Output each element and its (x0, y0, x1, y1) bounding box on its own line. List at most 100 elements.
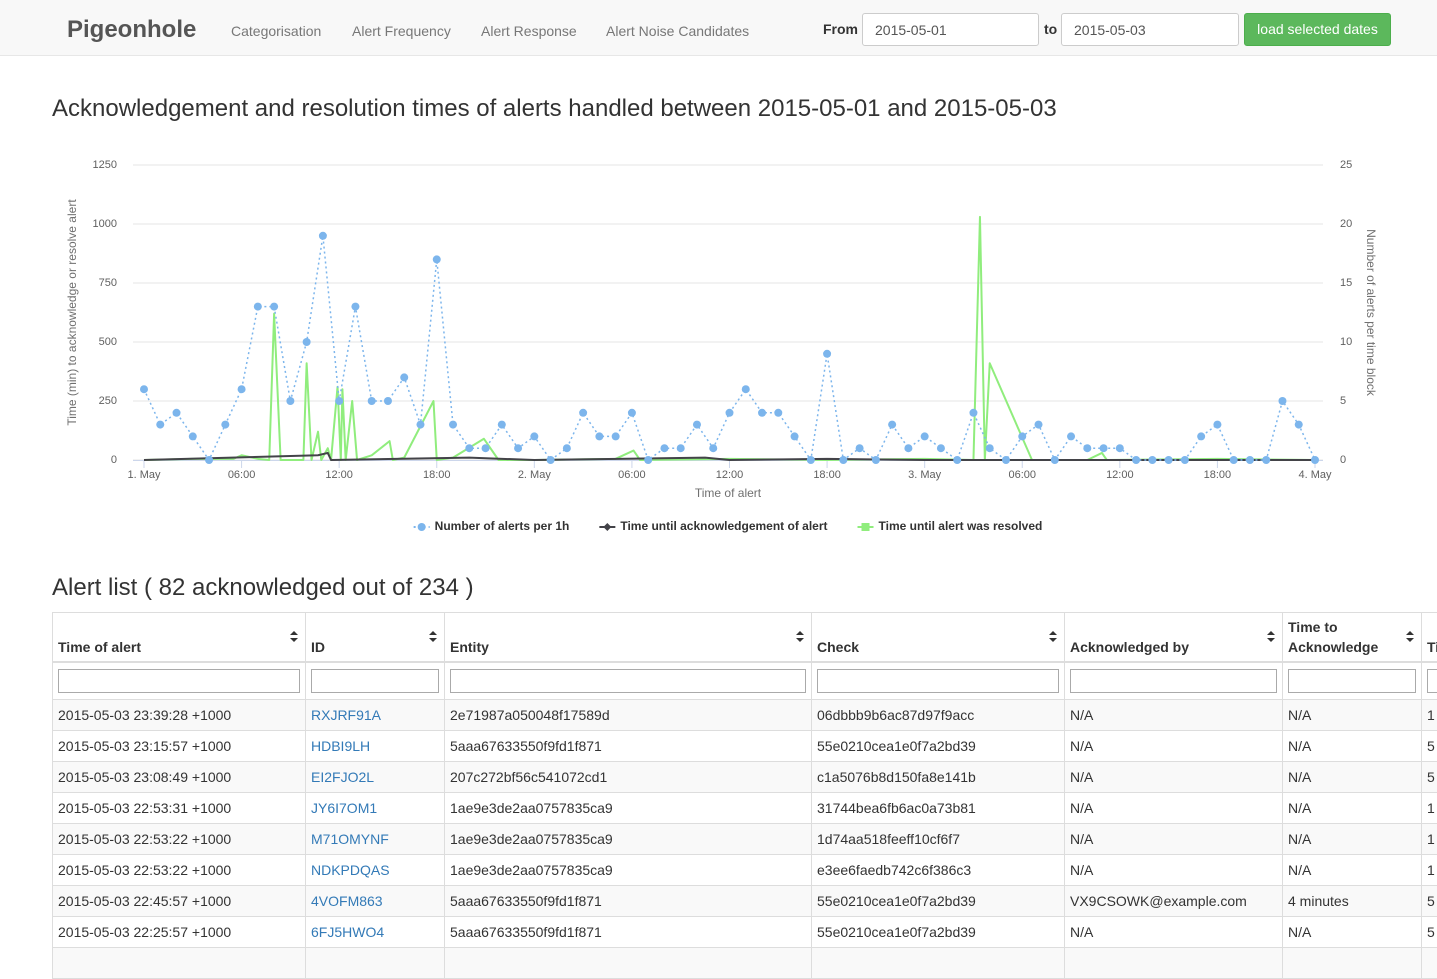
page: Pigeonhole Categorisation Alert Frequenc… (0, 0, 1437, 954)
legend-item[interactable]: Time until acknowledgement of alert (599, 519, 827, 533)
data-point (498, 421, 506, 429)
nav-link[interactable]: Alert Frequency (352, 23, 451, 39)
load-button[interactable]: load selected dates (1244, 13, 1391, 46)
table-cell: 55e0210cea1e0f7a2bd39 (812, 917, 1065, 948)
data-point (1083, 444, 1091, 452)
data-point (660, 444, 668, 452)
data-point (839, 456, 847, 464)
legend-item[interactable]: Time until alert was resolved (858, 519, 1043, 533)
x-tick-label: 3. May (908, 469, 942, 481)
filter-input[interactable] (58, 669, 300, 693)
data-point (888, 421, 896, 429)
legend-symbol (603, 523, 611, 531)
data-point (1148, 456, 1156, 464)
table-cell: 1ae9e3de2aa0757835ca9 (445, 855, 812, 886)
data-point (969, 409, 977, 417)
column-header[interactable]: Check (812, 613, 1065, 663)
data-point (1051, 456, 1059, 464)
table-cell (1283, 948, 1422, 979)
data-point (953, 456, 961, 464)
table-cell: c1a5076b8d150fa8e141b (812, 762, 1065, 793)
nav-link[interactable]: Alert Response (481, 23, 577, 39)
alert-id-link[interactable]: NDKPDQAS (311, 862, 390, 878)
data-point (433, 255, 441, 263)
column-header[interactable]: Time to Resolve (1422, 613, 1437, 663)
table-cell: M71OMYNF (306, 824, 445, 855)
data-point (351, 303, 359, 311)
alert-id-link[interactable]: HDBI9LH (311, 738, 370, 754)
filter-cell (1283, 662, 1422, 700)
table-cell: 31744bea6fb6ac0a73b81 (812, 793, 1065, 824)
from-input[interactable]: 2015-05-01 (862, 13, 1039, 46)
data-point (774, 409, 782, 417)
table-cell: 2015-05-03 22:25:57 +1000 (53, 917, 306, 948)
data-point (1213, 421, 1221, 429)
nav-link[interactable]: Alert Noise Candidates (606, 23, 749, 39)
filter-input[interactable] (1070, 669, 1277, 693)
alert-id-link[interactable]: EI2FJO2L (311, 769, 374, 785)
legend-item[interactable]: Number of alerts per 1h (414, 519, 570, 533)
filter-cell (445, 662, 812, 700)
column-header[interactable]: Acknowledged by (1065, 613, 1283, 663)
alert-id-link[interactable]: RXJRF91A (311, 707, 381, 723)
x-tick-label: 4. May (1298, 469, 1332, 481)
data-point (791, 432, 799, 440)
data-point (709, 444, 717, 452)
filter-input[interactable] (450, 669, 806, 693)
data-point (1197, 432, 1205, 440)
table-cell: 2015-05-03 23:39:28 +1000 (53, 700, 306, 731)
table-cell: N/A (1065, 700, 1283, 731)
data-point (1035, 421, 1043, 429)
alert-id-link[interactable]: 6FJ5HWO4 (311, 924, 384, 940)
nav-link[interactable]: Categorisation (231, 23, 321, 39)
filter-cell (1065, 662, 1283, 700)
table-cell: N/A (1283, 824, 1422, 855)
data-point (1262, 456, 1270, 464)
to-input[interactable]: 2015-05-03 (1061, 13, 1239, 46)
data-point (368, 397, 376, 405)
column-header[interactable]: ID (306, 613, 445, 663)
data-point (1246, 456, 1254, 464)
table-cell: 1 minute (1422, 700, 1437, 731)
table-cell (306, 948, 445, 979)
table-cell (812, 948, 1065, 979)
table-cell: JY6I7OM1 (306, 793, 445, 824)
data-point (465, 444, 473, 452)
data-point (205, 456, 213, 464)
filter-input[interactable] (1288, 669, 1416, 693)
filter-input[interactable] (311, 669, 439, 693)
data-point (189, 432, 197, 440)
brand[interactable]: Pigeonhole (67, 16, 196, 44)
data-point (872, 456, 880, 464)
legend-text: Time until acknowledgement of alert (620, 519, 827, 533)
legend-text: Number of alerts per 1h (435, 519, 570, 533)
data-point (254, 303, 262, 311)
table-cell: 5 minutes (1422, 886, 1437, 917)
column-header[interactable]: Time to Acknowledge (1283, 613, 1422, 663)
table-cell: VX9CSOWK@example.com (1065, 886, 1283, 917)
data-point (823, 350, 831, 358)
alert-id-link[interactable]: 4VOFM863 (311, 893, 383, 909)
alert-id-link[interactable]: JY6I7OM1 (311, 800, 377, 816)
filter-input[interactable] (817, 669, 1059, 693)
data-point (1100, 444, 1108, 452)
alert-id-link[interactable]: M71OMYNF (311, 831, 389, 847)
x-tick-label: 1. May (127, 469, 161, 481)
column-header[interactable]: Entity (445, 613, 812, 663)
data-point (1116, 444, 1124, 452)
x-tick-label: 06:00 (228, 469, 256, 481)
data-point (937, 444, 945, 452)
column-header[interactable]: Time of alert (53, 613, 306, 663)
table-cell: N/A (1065, 824, 1283, 855)
data-point (986, 444, 994, 452)
from-label: From (823, 21, 858, 37)
table-cell (1065, 948, 1283, 979)
filter-input[interactable] (1427, 669, 1437, 693)
data-point (693, 421, 701, 429)
